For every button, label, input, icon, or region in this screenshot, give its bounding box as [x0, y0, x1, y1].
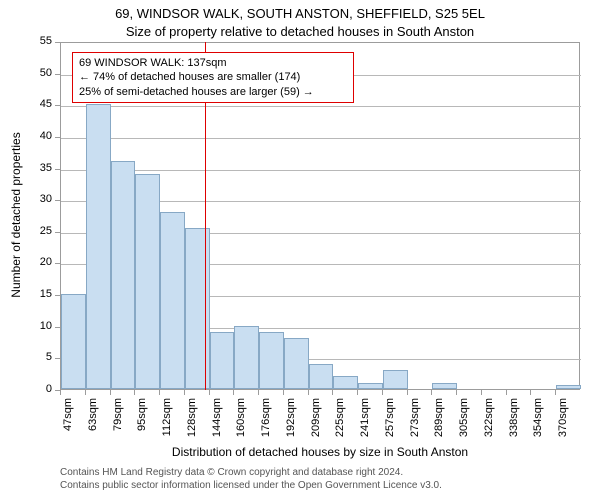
histogram-bar: [86, 104, 111, 389]
grid-line: [61, 170, 581, 171]
xtick-mark: [85, 390, 86, 395]
histogram-bar: [210, 332, 235, 389]
ytick-label: 25: [30, 225, 52, 237]
xtick-label: 289sqm: [433, 398, 445, 448]
xtick-label: 241sqm: [359, 398, 371, 448]
histogram-bar: [383, 370, 408, 389]
ytick-label: 45: [30, 98, 52, 110]
xtick-label: 338sqm: [508, 398, 520, 448]
ytick-label: 35: [30, 162, 52, 174]
ytick-label: 5: [30, 351, 52, 363]
ytick-label: 30: [30, 193, 52, 205]
xtick-label: 128sqm: [186, 398, 198, 448]
ytick-mark: [55, 137, 60, 138]
xtick-mark: [159, 390, 160, 395]
xtick-label: 354sqm: [532, 398, 544, 448]
histogram-bar: [309, 364, 334, 389]
histogram-bar: [284, 338, 309, 389]
ytick-mark: [55, 232, 60, 233]
histogram-bar: [556, 385, 581, 389]
ytick-label: 15: [30, 288, 52, 300]
histogram-bar: [185, 228, 210, 389]
histogram-bar: [432, 383, 457, 389]
xtick-mark: [233, 390, 234, 395]
xtick-mark: [382, 390, 383, 395]
xtick-label: 209sqm: [310, 398, 322, 448]
chart-container: 69, WINDSOR WALK, SOUTH ANSTON, SHEFFIEL…: [0, 0, 600, 500]
ytick-label: 50: [30, 67, 52, 79]
ytick-label: 40: [30, 130, 52, 142]
histogram-bar: [160, 212, 185, 389]
xtick-label: 47sqm: [62, 398, 74, 448]
xtick-label: 273sqm: [409, 398, 421, 448]
xtick-label: 257sqm: [384, 398, 396, 448]
ytick-mark: [55, 295, 60, 296]
grid-line: [61, 138, 581, 139]
xtick-label: 305sqm: [458, 398, 470, 448]
xtick-mark: [60, 390, 61, 395]
histogram-bar: [135, 174, 160, 389]
ytick-mark: [55, 200, 60, 201]
title-sub: Size of property relative to detached ho…: [0, 24, 600, 39]
xtick-mark: [456, 390, 457, 395]
ytick-label: 55: [30, 35, 52, 47]
histogram-bar: [61, 294, 86, 389]
xtick-mark: [357, 390, 358, 395]
grid-line: [61, 106, 581, 107]
footer-line2: Contains public sector information licen…: [60, 479, 442, 492]
xtick-label: 370sqm: [557, 398, 569, 448]
histogram-bar: [111, 161, 136, 389]
ytick-label: 20: [30, 256, 52, 268]
xtick-mark: [555, 390, 556, 395]
xtick-label: 79sqm: [112, 398, 124, 448]
xtick-mark: [258, 390, 259, 395]
xtick-mark: [332, 390, 333, 395]
xtick-label: 144sqm: [211, 398, 223, 448]
ytick-mark: [55, 42, 60, 43]
xtick-mark: [481, 390, 482, 395]
ytick-label: 10: [30, 320, 52, 332]
ytick-mark: [55, 74, 60, 75]
xtick-label: 225sqm: [334, 398, 346, 448]
xtick-label: 63sqm: [87, 398, 99, 448]
xtick-mark: [184, 390, 185, 395]
xtick-mark: [134, 390, 135, 395]
histogram-bar: [259, 332, 284, 389]
annotation-line: ← 74% of detached houses are smaller (17…: [79, 70, 347, 84]
ytick-mark: [55, 105, 60, 106]
xtick-mark: [530, 390, 531, 395]
title-main: 69, WINDSOR WALK, SOUTH ANSTON, SHEFFIEL…: [0, 6, 600, 21]
xtick-label: 95sqm: [136, 398, 148, 448]
xtick-label: 176sqm: [260, 398, 272, 448]
footer-line1: Contains HM Land Registry data © Crown c…: [60, 466, 442, 479]
histogram-bar: [358, 383, 383, 389]
xtick-mark: [110, 390, 111, 395]
xtick-label: 112sqm: [161, 398, 173, 448]
ytick-mark: [55, 263, 60, 264]
ytick-label: 0: [30, 383, 52, 395]
ytick-mark: [55, 169, 60, 170]
footer: Contains HM Land Registry data © Crown c…: [60, 466, 442, 492]
xtick-mark: [431, 390, 432, 395]
y-axis-label: Number of detached properties: [9, 115, 23, 315]
histogram-bar: [333, 376, 358, 389]
ytick-mark: [55, 358, 60, 359]
ytick-mark: [55, 327, 60, 328]
histogram-bar: [234, 326, 259, 389]
xtick-mark: [209, 390, 210, 395]
xtick-label: 322sqm: [483, 398, 495, 448]
xtick-mark: [308, 390, 309, 395]
xtick-label: 192sqm: [285, 398, 297, 448]
xtick-mark: [283, 390, 284, 395]
annotation-box: 69 WINDSOR WALK: 137sqm← 74% of detached…: [72, 52, 354, 103]
xtick-mark: [407, 390, 408, 395]
annotation-line: 69 WINDSOR WALK: 137sqm: [79, 56, 347, 70]
xtick-mark: [506, 390, 507, 395]
xtick-label: 160sqm: [235, 398, 247, 448]
annotation-line: 25% of semi-detached houses are larger (…: [79, 85, 347, 99]
